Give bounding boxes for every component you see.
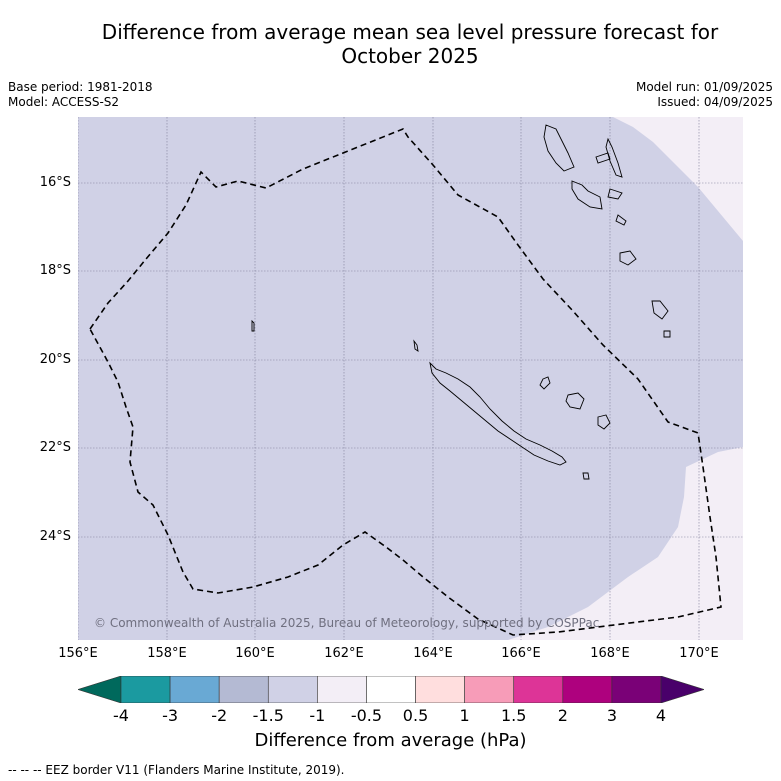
efate — [615, 214, 627, 226]
chart-title: Difference from average mean sea level p… — [40, 20, 780, 68]
colorbar-segment — [317, 676, 367, 703]
pentecost — [605, 137, 623, 178]
lat-label-18s: 18°S — [39, 263, 71, 278]
colorbar-segment — [611, 676, 662, 703]
isle-of-pines — [582, 472, 590, 480]
meta-left: Base period: 1981-2018 Model: ACCESS-S2 — [8, 80, 153, 110]
colorbar-tick-label: 1.5 — [500, 706, 527, 725]
erromango — [619, 250, 637, 266]
colorbar-tick-label: 0.5 — [402, 706, 429, 725]
ambae — [595, 152, 611, 164]
model-run: Model run: 01/09/2025 — [635, 80, 773, 94]
eez-footnote: -- -- -- EEZ border V11 (Flanders Marine… — [8, 763, 345, 777]
colorbar-segment — [562, 676, 613, 703]
lon-label-162e: 162°E — [324, 646, 364, 661]
colorbar-tick-label: -1.5 — [252, 706, 284, 725]
colorbar-tick-label: -0.5 — [350, 706, 383, 725]
mare — [597, 414, 611, 430]
lat-label-16s: 16°S — [39, 175, 71, 190]
colorbar-label: Difference from average (hPa) — [254, 730, 527, 751]
epi — [607, 188, 623, 200]
colorbar-tick-label: 4 — [655, 706, 667, 725]
model-name: Model: ACCESS-S2 — [8, 95, 120, 109]
graticule — [78, 117, 743, 640]
tanna — [651, 300, 669, 320]
issued-date: Issued: 04/09/2025 — [657, 95, 773, 109]
colorbar-segment — [120, 676, 171, 703]
colorbar-segment — [267, 676, 318, 703]
colorbar-segment — [415, 676, 465, 703]
base-period: Base period: 1981-2018 — [8, 80, 153, 94]
lon-label-164e: 164°E — [413, 646, 453, 661]
colorbar — [78, 676, 704, 703]
lon-label-170e: 170°E — [679, 646, 719, 661]
colorbar-tick-label: 3 — [606, 706, 617, 725]
chesterfield-islet — [251, 319, 255, 332]
colorbar-segment — [366, 676, 416, 703]
map-svg — [78, 117, 743, 640]
title-line-1: Difference from average mean sea level p… — [101, 20, 719, 44]
lat-label-20s: 20°S — [39, 352, 71, 367]
lon-label-160e: 160°E — [235, 646, 275, 661]
map-panel: © Commonwealth of Australia 2025, Bureau… — [78, 117, 743, 640]
pressure-region-se — [508, 447, 743, 640]
colorbar-extend-min — [78, 676, 122, 703]
lat-label-22s: 22°S — [39, 440, 71, 455]
espiritu-santo — [543, 124, 575, 172]
lat-label-24s: 24°S — [39, 529, 71, 544]
colorbar-segment — [218, 676, 269, 703]
meta-right: Model run: 01/09/2025 Issued: 04/09/2025 — [636, 80, 773, 110]
colorbar-tick-label: -2 — [211, 706, 228, 725]
lifou — [565, 392, 585, 410]
colorbar-tick-label: -4 — [113, 706, 129, 725]
colorbar-segment — [464, 676, 515, 703]
lon-label-158e: 158°E — [147, 646, 187, 661]
colorbar-tick-label: 1 — [459, 706, 470, 725]
colorbar-tick-label: -3 — [162, 706, 179, 725]
ouvea — [539, 376, 551, 390]
eez-border — [89, 128, 722, 636]
colorbar-tick-label: -1 — [309, 706, 326, 725]
copyright-notice: © Commonwealth of Australia 2025, Bureau… — [94, 616, 600, 630]
lon-label-156e: 156°E — [58, 646, 98, 661]
pressure-region-ne — [613, 117, 743, 241]
colorbar-segment — [513, 676, 564, 703]
colorbar-tick-label: 2 — [557, 706, 568, 725]
title-line-2: October 2025 — [341, 44, 479, 68]
lon-label-168e: 168°E — [590, 646, 630, 661]
new-caledonia-island — [429, 361, 567, 466]
lon-label-166e: 166°E — [501, 646, 541, 661]
malekula — [571, 180, 603, 210]
colorbar-segment — [169, 676, 220, 703]
colorbar-extend-max — [660, 676, 704, 703]
aneityum — [663, 330, 671, 338]
belep-islands — [413, 339, 419, 352]
